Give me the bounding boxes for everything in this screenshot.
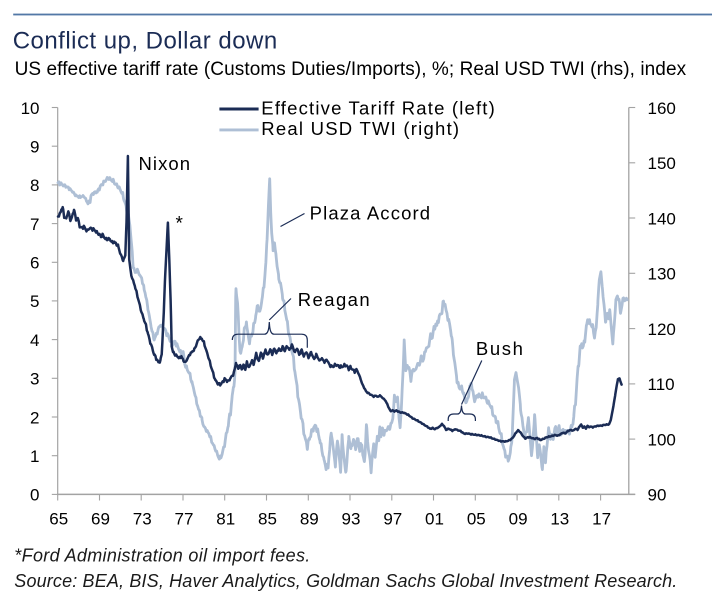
- svg-text:90: 90: [648, 486, 667, 505]
- svg-text:2: 2: [30, 408, 39, 427]
- svg-text:73: 73: [133, 509, 152, 528]
- svg-text:97: 97: [383, 509, 402, 528]
- svg-text:77: 77: [175, 509, 194, 528]
- svg-text:9: 9: [30, 138, 39, 157]
- svg-text:*: *: [176, 214, 184, 235]
- svg-text:Nixon: Nixon: [139, 153, 191, 174]
- svg-text:Real USD TWI (right): Real USD TWI (right): [261, 118, 459, 139]
- svg-text:3: 3: [30, 370, 39, 389]
- svg-text:93: 93: [342, 509, 361, 528]
- svg-text:81: 81: [216, 509, 235, 528]
- svg-text:01: 01: [425, 509, 444, 528]
- svg-text:0: 0: [30, 486, 39, 505]
- svg-text:89: 89: [300, 509, 319, 528]
- svg-text:Bush: Bush: [476, 338, 523, 359]
- svg-text:100: 100: [648, 430, 676, 449]
- svg-text:US effective tariff rate (Cust: US effective tariff rate (Customs Duties…: [15, 59, 687, 80]
- svg-text:160: 160: [648, 99, 676, 118]
- svg-text:120: 120: [648, 320, 676, 339]
- svg-text:Source: BEA, BIS, Haver Analyt: Source: BEA, BIS, Haver Analytics, Goldm…: [14, 571, 677, 591]
- svg-text:17: 17: [592, 509, 611, 528]
- svg-text:130: 130: [648, 265, 676, 284]
- svg-text:110: 110: [648, 375, 675, 394]
- svg-text:Reagan: Reagan: [298, 289, 370, 310]
- svg-text:05: 05: [467, 509, 486, 528]
- svg-text:4: 4: [30, 331, 39, 350]
- svg-text:10: 10: [21, 99, 40, 118]
- svg-text:*Ford Administration oil impor: *Ford Administration oil import fees.: [14, 546, 310, 566]
- svg-text:7: 7: [30, 215, 39, 234]
- svg-text:09: 09: [509, 509, 528, 528]
- svg-text:5: 5: [30, 292, 39, 311]
- svg-text:Conflict up, Dollar down: Conflict up, Dollar down: [13, 27, 278, 54]
- svg-text:1: 1: [30, 447, 39, 466]
- svg-text:150: 150: [648, 154, 676, 173]
- svg-text:65: 65: [49, 509, 68, 528]
- svg-text:Plaza Accord: Plaza Accord: [310, 202, 431, 223]
- svg-text:85: 85: [258, 509, 277, 528]
- svg-text:140: 140: [648, 209, 676, 228]
- svg-text:Effective Tariff Rate (left): Effective Tariff Rate (left): [261, 97, 495, 118]
- svg-text:8: 8: [30, 176, 39, 195]
- svg-text:13: 13: [550, 509, 569, 528]
- svg-text:6: 6: [30, 254, 39, 273]
- svg-text:69: 69: [91, 509, 110, 528]
